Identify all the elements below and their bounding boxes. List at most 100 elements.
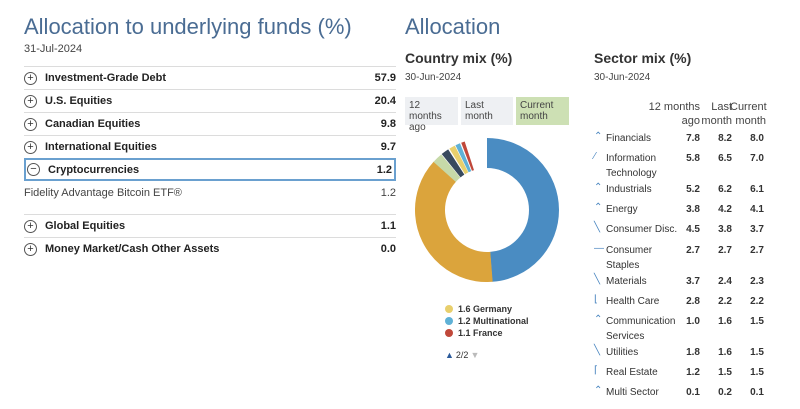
page-up-icon[interactable]: ▲ xyxy=(445,350,454,360)
sector-row: ⌈ Real Estate 1.2 1.5 1.5 xyxy=(594,365,784,385)
sector-value-last: 8.2 xyxy=(718,133,732,144)
sector-name: Industrials xyxy=(606,184,652,195)
sector-table-header: 12 months ago Last month Current month xyxy=(594,101,784,129)
sector-row: ⌃ Communication Services 1.0 1.6 1.5 xyxy=(594,314,784,345)
sector-value-last: 4.2 xyxy=(718,204,732,215)
legend-name: Multinational xyxy=(473,316,529,326)
fund-row-label: Money Market/Cash Other Assets xyxy=(45,243,220,255)
fund-row-value: 1.1 xyxy=(380,220,396,232)
fund-row-value: 9.7 xyxy=(380,141,396,153)
sector-name: Real Estate xyxy=(606,367,658,378)
donut-segment-large-blue xyxy=(415,138,559,282)
country-mix-title: Country mix (%) xyxy=(405,50,513,66)
fund-row-label: Investment-Grade Debt xyxy=(45,72,167,84)
trend-down-icon: ╲ xyxy=(594,274,601,285)
legend-item: 1.6 Germany xyxy=(445,303,529,315)
sector-value-last: 2.7 xyxy=(718,245,732,256)
donut-segment-yellow xyxy=(415,138,559,282)
collapse-icon[interactable]: − xyxy=(27,163,40,176)
fund-row-label: U.S. Equities xyxy=(45,95,113,107)
fund-row-cryptocurrencies[interactable]: − Cryptocurrencies 1.2 xyxy=(24,158,396,181)
legend-value: 1.1 xyxy=(458,328,471,338)
underlying-funds-date: 31-Jul-2024 xyxy=(24,43,83,55)
sector-value-current: 8.0 xyxy=(750,133,764,144)
fund-row-us-equities[interactable]: + U.S. Equities 20.4 xyxy=(24,89,396,112)
fund-row-label: Canadian Equities xyxy=(45,118,141,130)
page-down-icon[interactable]: ▼ xyxy=(470,350,480,360)
expand-icon[interactable]: + xyxy=(24,94,37,108)
sector-name: Communication Services xyxy=(606,316,676,342)
sector-name: Information Technology xyxy=(606,153,657,179)
sector-name: Health Care xyxy=(606,296,660,307)
country-mix-legend: 1.6 Germany 1.2 Multinational 1.1 France xyxy=(445,303,529,339)
sector-row: ╲ Consumer Disc. 4.5 3.8 3.7 xyxy=(594,222,784,243)
period-tabs: 12 months ago Last month Current month xyxy=(405,97,569,133)
sector-name: Materials xyxy=(606,276,647,287)
page-indicator: 2/2 xyxy=(455,350,469,360)
sector-value-current: 0.1 xyxy=(750,387,764,398)
legend-item: 1.1 France xyxy=(445,327,529,339)
sector-value-12m: 7.8 xyxy=(686,133,700,144)
up-icon: ⌃ xyxy=(594,202,603,213)
country-mix-date: 30-Jun-2024 xyxy=(405,72,462,83)
sector-name: Consumer Staples xyxy=(606,245,653,271)
trend-up-icon: ⁄ xyxy=(594,151,596,162)
expand-icon[interactable]: + xyxy=(24,117,37,131)
fund-row-investment-grade-debt[interactable]: + Investment-Grade Debt 57.9 xyxy=(24,66,396,89)
expand-icon[interactable]: + xyxy=(24,140,37,154)
sector-value-last: 6.2 xyxy=(718,184,732,195)
expand-icon[interactable]: + xyxy=(24,219,37,233)
fund-row-international-equities[interactable]: + International Equities 9.7 xyxy=(24,135,396,158)
sector-value-12m: 0.1 xyxy=(686,387,700,398)
sector-value-12m: 3.7 xyxy=(686,276,700,287)
legend-swatch xyxy=(445,317,453,325)
fund-row-canadian-equities[interactable]: + Canadian Equities 9.8 xyxy=(24,112,396,135)
sector-value-current: 2.2 xyxy=(750,296,764,307)
sector-value-current: 1.5 xyxy=(750,316,764,327)
sector-value-current: 7.0 xyxy=(750,153,764,164)
trend-down-icon: ╲ xyxy=(594,222,601,233)
sector-value-current: 2.3 xyxy=(750,276,764,287)
tab-12-months-ago[interactable]: 12 months ago xyxy=(405,97,458,133)
sector-value-current: 2.7 xyxy=(750,245,764,256)
legend-pager: ▲ 2/2 ▼ xyxy=(445,350,479,360)
flat-icon: — xyxy=(594,243,604,254)
tab-current-month[interactable]: Current month xyxy=(516,97,569,125)
sector-row: ⁄ Information Technology 5.8 6.5 7.0 xyxy=(594,151,784,182)
donut-segment-cyan xyxy=(415,138,559,282)
rise-flat-icon: ⌈ xyxy=(594,365,598,376)
sector-mix-panel: Sector mix (%) 30-Jun-2024 12 months ago… xyxy=(594,50,784,398)
sector-mix-date: 30-Jun-2024 xyxy=(594,72,651,83)
sector-value-12m: 1.8 xyxy=(686,347,700,358)
sector-row: ⌃ Multi Sector 0.1 0.2 0.1 xyxy=(594,385,784,405)
allocation-title: Allocation xyxy=(405,14,501,39)
fund-row-value: 0.0 xyxy=(380,243,396,255)
sector-value-12m: 5.2 xyxy=(686,184,700,195)
sector-row: ⌊ Health Care 2.8 2.2 2.2 xyxy=(594,294,784,314)
tab-last-month[interactable]: Last month xyxy=(461,97,513,125)
sector-list: ⌃ Financials 7.8 8.2 8.0 ⁄ Information Technol… xyxy=(594,131,784,405)
legend-value: 1.2 xyxy=(458,316,471,326)
sector-value-12m: 1.0 xyxy=(686,316,700,327)
sector-value-last: 1.6 xyxy=(718,316,732,327)
sector-name: Energy xyxy=(606,204,638,215)
sector-value-last: 1.5 xyxy=(718,367,732,378)
fund-sub-row-value: 1.2 xyxy=(380,186,396,199)
fund-row-global-equities[interactable]: + Global Equities 1.1 xyxy=(24,214,396,237)
sector-value-last: 6.5 xyxy=(718,153,732,164)
up-icon: ⌃ xyxy=(594,314,603,325)
sector-value-12m: 1.2 xyxy=(686,367,700,378)
legend-swatch xyxy=(445,305,453,313)
sector-value-last: 1.6 xyxy=(718,347,732,358)
country-mix-donut xyxy=(415,138,559,282)
sector-value-12m: 4.5 xyxy=(686,224,700,235)
underlying-funds-list: + Investment-Grade Debt 57.9 + U.S. Equi… xyxy=(24,66,396,260)
sector-row: ╲ Utilities 1.8 1.6 1.5 xyxy=(594,345,784,365)
up-icon: ⌃ xyxy=(594,131,603,142)
sector-value-current: 1.5 xyxy=(750,367,764,378)
fund-row-label: Cryptocurrencies xyxy=(48,163,140,176)
expand-icon[interactable]: + xyxy=(24,242,37,256)
expand-icon[interactable]: + xyxy=(24,71,37,85)
fund-row-money-market[interactable]: + Money Market/Cash Other Assets 0.0 xyxy=(24,237,396,260)
fund-row-value: 9.8 xyxy=(380,118,396,130)
